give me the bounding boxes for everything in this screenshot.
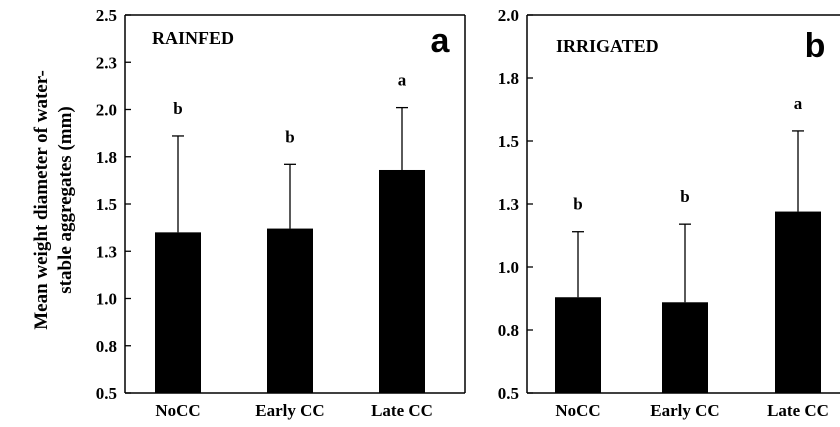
panel-a-category-label: Late CC [371, 401, 433, 420]
panel-a-significance-letter: b [285, 127, 294, 146]
panel-b-panel-title: IRRIGATED [556, 36, 659, 56]
panel-b-y-tick-label: 1.0 [498, 258, 519, 277]
panel-a-y-tick-label: 2.5 [96, 6, 117, 25]
panel-b-category-label: NoCC [555, 401, 600, 420]
panel-a-rainfed: 0.5 0.8 1.0 1.3 1.5 1.8 2.0 2.3 2.5 b NoCC b Early C… [96, 6, 466, 420]
panel-b-significance-letter: b [573, 195, 582, 214]
panel-a-panel-title: RAINFED [152, 28, 234, 48]
panel-b-y-tick-label: 0.5 [498, 384, 519, 403]
panel-b-bar [555, 297, 601, 393]
panel-a-bar [267, 228, 313, 393]
panel-b-bar [662, 302, 708, 393]
panel-b-category-label: Early CC [650, 401, 719, 420]
panel-a-panel-letter: a [431, 22, 451, 60]
panel-a-y-tick-label: 1.8 [96, 148, 117, 167]
panel-b-category-label: Late CC [767, 401, 829, 420]
panel-b-bar [775, 211, 821, 393]
panel-a-significance-letter: a [398, 71, 407, 90]
y-axis-label-line-1: Mean weight diameter of water- [31, 70, 52, 330]
panel-a-category-label: NoCC [155, 401, 200, 420]
panel-a-bar [155, 232, 201, 393]
y-axis-label-line-2: stable aggregates (mm) [55, 106, 76, 294]
panel-b-y-tick-label: 2.0 [498, 6, 519, 25]
panel-a-y-tick-label: 0.8 [96, 337, 117, 356]
panel-a-y-tick-label: 2.3 [96, 53, 117, 72]
panel-a-y-tick-label: 1.0 [96, 290, 117, 309]
panel-b-y-tick-label: 1.8 [498, 69, 519, 88]
panel-b-y-tick-label: 0.8 [498, 321, 519, 340]
panel-a-significance-letter: b [173, 99, 182, 118]
panel-b-irrigated: 0.5 0.8 1.0 1.3 1.5 1.8 2.0 b NoCC b Early CC a Late… [498, 6, 840, 420]
panel-b-significance-letter: a [794, 94, 803, 113]
panel-a-y-tick-label: 1.3 [96, 242, 117, 261]
panel-b-significance-letter: b [680, 187, 689, 206]
panel-b-y-tick-label: 1.5 [498, 132, 519, 151]
panel-b-panel-letter: b [805, 27, 826, 65]
panel-a-y-tick-label: 0.5 [96, 384, 117, 403]
y-axis-label: Mean weight diameter of water- stable ag… [31, 70, 76, 330]
panel-b-y-tick-label: 1.3 [498, 195, 519, 214]
panel-a-y-tick-label: 2.0 [96, 101, 117, 120]
panel-a-y-tick-label: 1.5 [96, 195, 117, 214]
panel-a-bar [379, 169, 425, 393]
panel-a-category-label: Early CC [255, 401, 324, 420]
